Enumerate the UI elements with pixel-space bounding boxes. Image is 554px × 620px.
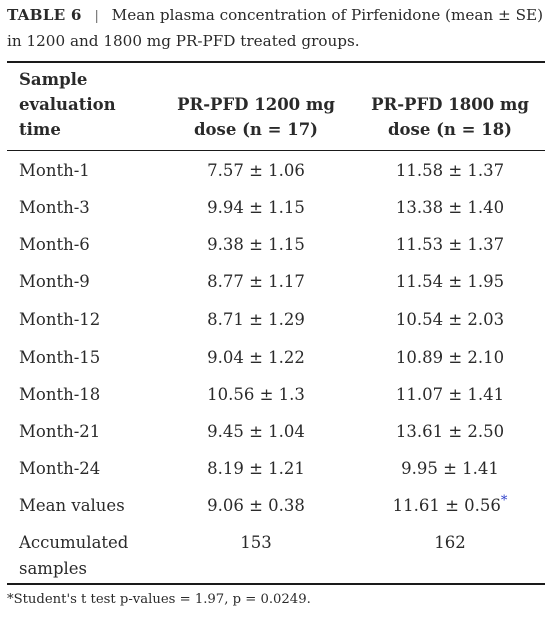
- table-row: Month-6 9.38 ± 1.15 11.53 ± 1.37: [0, 227, 554, 264]
- row-label: Mean values: [19, 496, 125, 515]
- row-label: Month-3: [19, 198, 90, 217]
- cell-1800mg: 11.58 ± 1.37: [395, 161, 505, 180]
- row-label: Month-1: [19, 161, 90, 180]
- table-caption: TABLE 6 | Mean plasma concentration of P…: [7, 3, 552, 53]
- cell-1800mg: 11.61 ± 0.56*: [357, 493, 543, 519]
- footnote-marker[interactable]: *: [500, 493, 508, 509]
- row-label: Month-6: [19, 235, 90, 254]
- cell-1800mg: 13.61 ± 2.50: [395, 422, 505, 441]
- table-row: Month-24 8.19 ± 1.21 9.95 ± 1.41: [0, 451, 554, 488]
- table-row-mean: Mean values 9.06 ± 0.38 11.61 ± 0.56*: [0, 488, 554, 525]
- table-row: Month-12 8.71 ± 1.29 10.54 ± 2.03: [0, 302, 554, 339]
- header-1800mg: PR-PFD 1800 mg dose (n = 18): [371, 95, 529, 139]
- cell-1800mg: 13.38 ± 1.40: [395, 198, 505, 217]
- cell-1200mg: 9.04 ± 1.22: [207, 348, 305, 367]
- cell-1200mg: 8.19 ± 1.21: [207, 459, 305, 478]
- cell-1800mg: 11.54 ± 1.95: [395, 272, 505, 291]
- header-rule: [7, 150, 545, 151]
- table-top-rule: [7, 61, 545, 63]
- cell-1800mg: 9.95 ± 1.41: [401, 459, 499, 478]
- cell-1200mg: 9.06 ± 0.38: [207, 496, 305, 515]
- table-row: Month-9 8.77 ± 1.17 11.54 ± 1.95: [0, 264, 554, 301]
- cell-1800mg: 10.89 ± 2.10: [395, 348, 505, 367]
- cell-1200mg: 8.77 ± 1.17: [207, 272, 305, 291]
- cell-1800mg: 11.07 ± 1.41: [395, 385, 505, 404]
- header-sample-time: Sample evaluation time: [19, 70, 116, 139]
- row-label: Accumulated samples: [19, 533, 129, 578]
- cell-1200mg: 10.56 ± 1.3: [207, 385, 305, 404]
- cell-1200mg: 153: [240, 533, 272, 552]
- cell-1200mg: 9.94 ± 1.15: [207, 198, 305, 217]
- caption-separator: |: [94, 9, 99, 24]
- cell-1800mg-value: 11.61 ± 0.56: [392, 496, 501, 515]
- table-row: Month-18 10.56 ± 1.3 11.07 ± 1.41: [0, 377, 554, 414]
- cell-1800mg: 10.54 ± 2.03: [395, 310, 505, 329]
- row-label: Month-18: [19, 385, 101, 404]
- cell-1800mg: 162: [434, 533, 466, 552]
- row-label: Month-24: [19, 459, 101, 478]
- cell-1200mg: 9.38 ± 1.15: [207, 235, 305, 254]
- table-row: Month-3 9.94 ± 1.15 13.38 ± 1.40: [0, 190, 554, 227]
- row-label: Month-15: [19, 348, 101, 367]
- cell-1200mg: 7.57 ± 1.06: [207, 161, 305, 180]
- cell-1800mg: 11.53 ± 1.37: [395, 235, 505, 254]
- row-label: Month-21: [19, 422, 101, 441]
- caption-text: Mean plasma concentration of Pirfenidone…: [7, 6, 543, 50]
- table-label: TABLE 6: [7, 6, 82, 24]
- row-label: Month-12: [19, 310, 101, 329]
- row-label: Month-9: [19, 272, 90, 291]
- cell-1200mg: 8.71 ± 1.29: [207, 310, 305, 329]
- cell-1200mg: 9.45 ± 1.04: [207, 422, 305, 441]
- table-row: Month-15 9.04 ± 1.22 10.89 ± 2.10: [0, 340, 554, 377]
- table-row: Month-1 7.57 ± 1.06 11.58 ± 1.37: [0, 153, 554, 190]
- table-row: Month-21 9.45 ± 1.04 13.61 ± 2.50: [0, 414, 554, 451]
- table-footnote: *Student's t test p-values = 1.97, p = 0…: [7, 592, 311, 607]
- table-bottom-rule: [7, 583, 545, 585]
- header-1200mg: PR-PFD 1200 mg dose (n = 17): [177, 95, 335, 139]
- table-row-accumulated: Accumulated samples 153 162: [0, 530, 554, 578]
